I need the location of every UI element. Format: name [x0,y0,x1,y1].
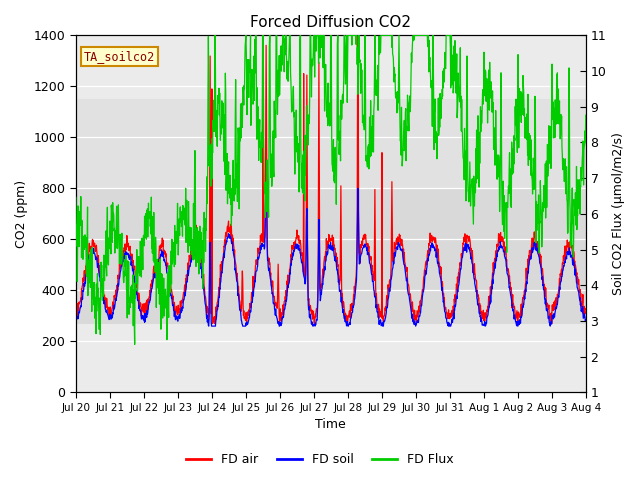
X-axis label: Time: Time [316,419,346,432]
Y-axis label: CO2 (ppm): CO2 (ppm) [15,180,28,248]
Text: TA_soilco2: TA_soilco2 [83,50,155,63]
Bar [76,99,586,188]
Y-axis label: Soil CO2 Flux (μmol/m2/s): Soil CO2 Flux (μmol/m2/s) [612,132,625,295]
Legend: FD air, FD soil, FD Flux: FD air, FD soil, FD Flux [181,448,459,471]
Bar [76,188,586,324]
Title: Forced Diffusion CO2: Forced Diffusion CO2 [250,15,412,30]
